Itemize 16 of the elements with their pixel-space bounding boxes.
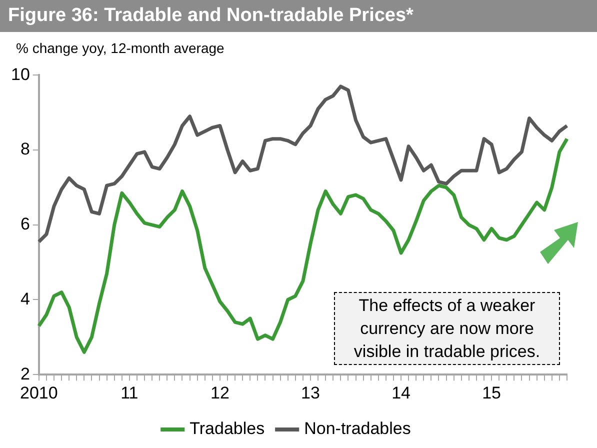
x-tick-label: 2010 <box>20 383 58 402</box>
legend-label: Tradables <box>190 419 265 438</box>
y-tick-label: 6 <box>20 214 30 234</box>
x-tick-label: 15 <box>482 383 502 402</box>
y-tick-label: 8 <box>20 140 30 159</box>
y-tick-label: 10 <box>10 64 30 84</box>
x-tick-label: 11 <box>120 383 138 402</box>
chart-title: Figure 36: Tradable and Non-tradable Prices* <box>0 0 597 32</box>
x-tick-label: 13 <box>301 383 320 402</box>
y-tick-label: 2 <box>20 364 30 384</box>
y-tick-label: 4 <box>20 289 30 308</box>
x-tick-label: 12 <box>210 383 230 402</box>
legend-label: Non-tradables <box>304 419 411 438</box>
x-tick-label: 14 <box>392 383 410 402</box>
annotation: The effects of a weaker currency are now more visible in tradable prices. <box>334 292 560 365</box>
chart-subtitle: % change yoy, 12-month average <box>16 40 224 56</box>
